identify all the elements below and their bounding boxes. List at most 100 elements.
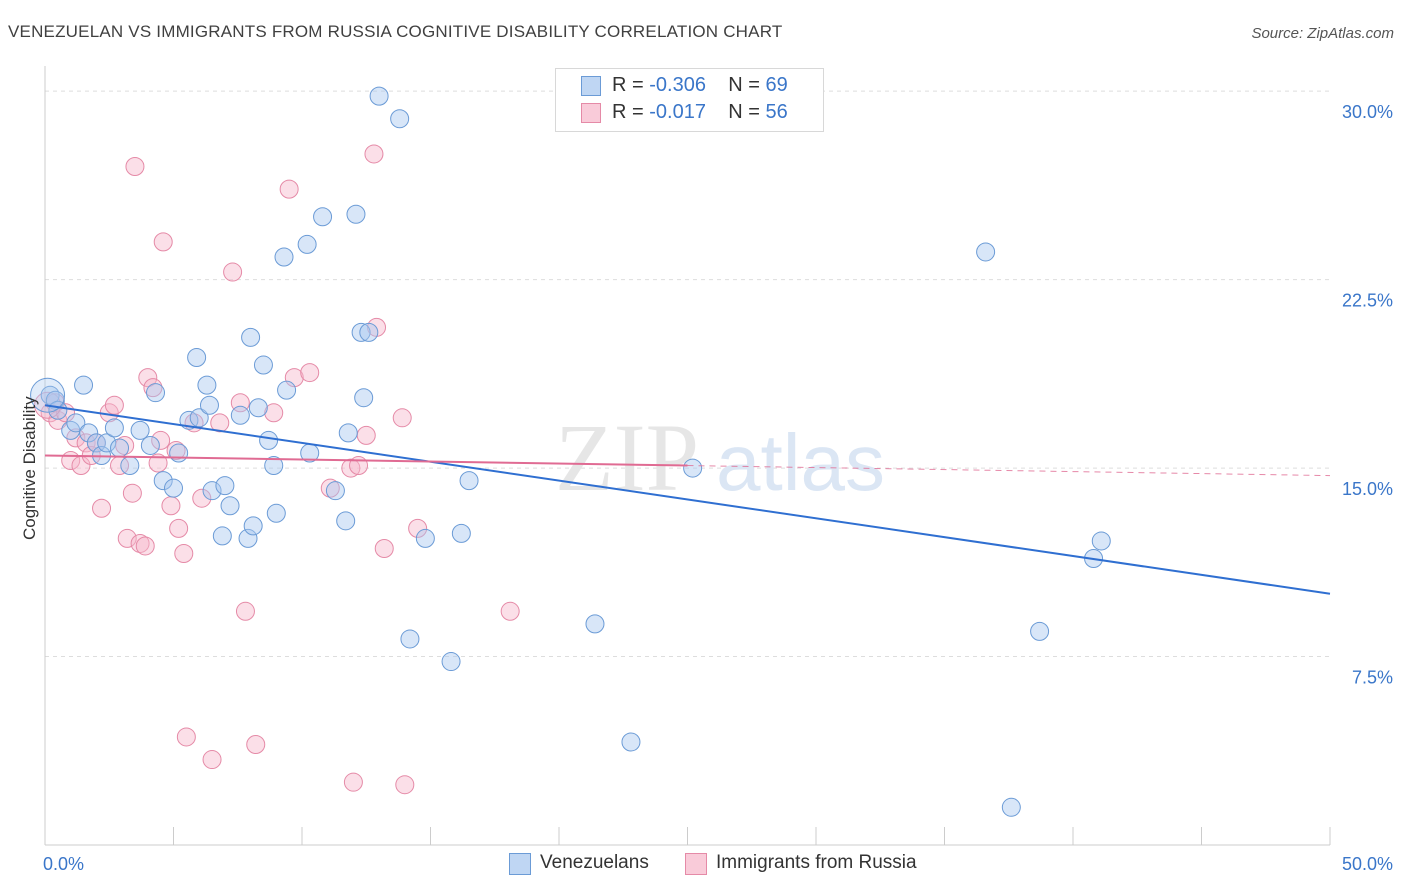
venezuelans-point [215, 476, 235, 496]
venezuelans-point [400, 629, 420, 649]
grid-lines [45, 90, 1330, 658]
russia-point [279, 179, 299, 199]
y-tick-label: 15.0% [1342, 479, 1393, 499]
venezuelans-point [346, 204, 366, 224]
bottom-legend-label-venezuelans: Venezuelans [540, 852, 649, 873]
venezuelans-point [451, 523, 471, 543]
venezuelans-point [140, 435, 160, 455]
venezuelans-point [153, 471, 173, 491]
russia-point [300, 363, 320, 383]
russia-point [125, 157, 145, 177]
venezuelans-point [1030, 621, 1050, 641]
russia-point [161, 496, 181, 516]
venezuelans-point [369, 86, 389, 106]
legend-n-label: N = [728, 101, 760, 123]
russia-point [135, 536, 155, 556]
russia-point [356, 425, 376, 445]
russia-point [349, 456, 369, 476]
venezuelans-point [266, 503, 286, 523]
venezuelans-point [220, 496, 240, 516]
russia-point [246, 734, 266, 754]
venezuelans-point [199, 395, 219, 415]
venezuelans-point [110, 438, 130, 458]
russia-point [176, 727, 196, 747]
venezuelans-point [354, 388, 374, 408]
venezuelans-point [976, 242, 996, 262]
legend-n-value-russia: 56 [765, 101, 788, 123]
venezuelans-point [189, 408, 209, 428]
venezuelans-point [277, 380, 297, 400]
venezuelans-point [459, 471, 479, 491]
venezuelans-point [253, 355, 273, 375]
venezuelans-point [146, 383, 166, 403]
bottom-legend-swatch-blue [509, 853, 531, 875]
venezuelans-point [1091, 531, 1111, 551]
russia-point [92, 498, 112, 518]
russia-point [235, 601, 255, 621]
venezuelans-point [74, 375, 94, 395]
venezuelans-point [230, 405, 250, 425]
venezuelans-point [241, 327, 261, 347]
russia-point [192, 488, 212, 508]
legend-swatch-blue [581, 76, 601, 96]
russia-point [122, 483, 142, 503]
russia-point [202, 750, 222, 770]
russia-point [174, 544, 194, 564]
russia-point [264, 403, 284, 423]
venezuelans-point [79, 423, 99, 443]
x-tick-label-max: 50.0% [1342, 854, 1393, 874]
legend-r-value-venezuelans: -0.306 [649, 74, 706, 96]
venezuelans-point [359, 322, 379, 342]
venezuelans-point [187, 347, 207, 367]
watermark-atlas: atlas [716, 418, 885, 507]
legend-swatch-pink [581, 103, 601, 123]
legend-r-label: R = [612, 74, 644, 96]
legend-n-label: N = [728, 74, 760, 96]
y-tick-label: 7.5% [1352, 668, 1393, 688]
russia-point [395, 775, 415, 795]
venezuelans-point [338, 423, 358, 443]
russia-point [153, 232, 173, 252]
venezuelans-point [259, 430, 279, 450]
venezuelans-point [164, 478, 183, 498]
x-tick-label-min: 0.0% [43, 854, 84, 874]
russia-trend-line-solid [44, 454, 688, 467]
russia-point [148, 453, 168, 473]
bottom-legend-label-russia: Immigrants from Russia [716, 852, 917, 873]
venezuelans-point [202, 481, 222, 501]
venezuelans-point [441, 652, 461, 672]
venezuelans-point [248, 398, 268, 418]
venezuelans-point [40, 385, 60, 405]
venezuelans-point [313, 207, 333, 227]
russia-point [343, 772, 363, 792]
legend-r-value-russia: -0.017 [649, 101, 706, 123]
venezuelans-point [297, 234, 317, 254]
venezuelans-point [264, 456, 284, 476]
venezuelans-point [86, 433, 106, 453]
legend-n-value-venezuelans: 69 [765, 74, 788, 96]
russia-point [374, 538, 394, 558]
venezuelans-point [325, 481, 345, 501]
venezuelans-point [351, 322, 371, 342]
russia-point [341, 458, 361, 478]
venezuelans-point [390, 109, 410, 129]
venezuelans-point [415, 528, 435, 548]
y-axis-label: Cognitive Disability [20, 396, 39, 540]
russia-point [320, 478, 340, 498]
venezuelans-point [683, 458, 703, 478]
russia-point [223, 262, 243, 282]
venezuelans-trend-line [44, 404, 1331, 595]
venezuelans-point [130, 420, 150, 440]
watermark: ZIP atlas [555, 404, 885, 511]
watermark-zip: ZIP [555, 404, 699, 511]
russia-trend-line-dashed [687, 465, 1331, 477]
russia-point [117, 528, 137, 548]
russia-point [166, 440, 186, 460]
venezuelans-point [274, 247, 294, 267]
russia-point [138, 368, 158, 388]
venezuelans-point [120, 456, 140, 476]
venezuelans-point [336, 511, 356, 531]
russia-point [151, 430, 171, 450]
legend-r-label: R = [612, 101, 644, 123]
